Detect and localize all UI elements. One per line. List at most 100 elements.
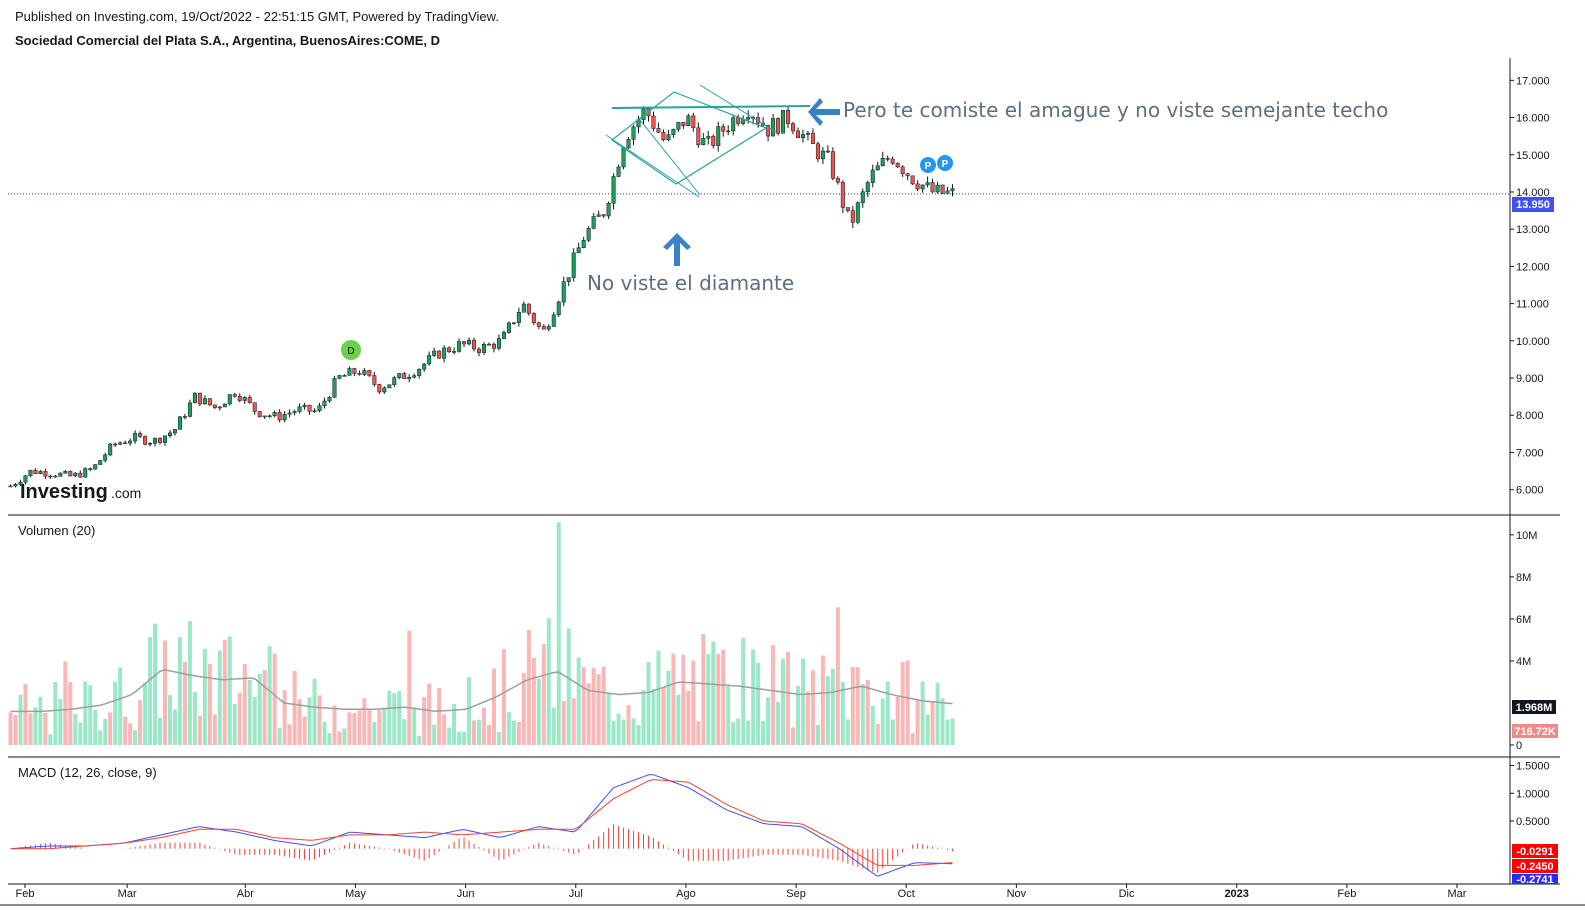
candle-up xyxy=(671,129,676,135)
volume-pane-title: Volumen (20) xyxy=(18,523,95,538)
svg-text:-0.2741: -0.2741 xyxy=(1516,874,1553,886)
volume-bar-down xyxy=(237,692,242,745)
candle-down xyxy=(472,339,477,350)
annotation-diamond: No viste el diamante xyxy=(587,271,794,295)
candle-up xyxy=(571,252,576,278)
candle-down xyxy=(766,125,771,137)
p-marker[interactable]: P xyxy=(937,155,953,171)
volume-bar-down xyxy=(691,660,696,745)
candle-up xyxy=(561,281,566,303)
time-tick-label: Mar xyxy=(118,888,137,900)
volume-bar-down xyxy=(791,727,796,745)
volume-last-tag: 716.72K xyxy=(1512,724,1558,738)
volume-bar-up xyxy=(506,712,511,745)
volume-bar-up xyxy=(467,677,472,745)
macd-axis-ticks: 1.5000 1.0000 0.5000 xyxy=(1510,761,1550,828)
candle-up xyxy=(666,134,671,141)
volume-bar-down xyxy=(23,683,28,745)
volume-bar-down xyxy=(661,687,666,745)
candle-up xyxy=(855,202,860,223)
arrow-up-icon xyxy=(663,233,691,266)
svg-text:716.72K: 716.72K xyxy=(1514,726,1556,738)
candle-up xyxy=(28,469,33,477)
volume-bar-down xyxy=(287,724,292,745)
candle-down xyxy=(477,348,482,353)
signal-line xyxy=(10,779,953,866)
candle-up xyxy=(516,312,521,323)
volume-bar-down xyxy=(347,712,352,745)
dividend-marker[interactable]: D xyxy=(341,340,361,360)
candle-up xyxy=(297,406,302,412)
volume-bar-down xyxy=(437,688,442,745)
candle-up xyxy=(177,416,182,430)
volume-bar-up xyxy=(58,698,63,745)
volume-bar-down xyxy=(13,714,18,745)
candle-down xyxy=(491,343,496,349)
volume-bar-down xyxy=(601,666,606,745)
volume-bar-up xyxy=(452,703,457,745)
candle-down xyxy=(691,115,696,129)
candle-up xyxy=(292,411,297,414)
candle-down xyxy=(681,122,686,126)
volume-bar-up xyxy=(616,713,621,745)
candle-up xyxy=(606,202,611,217)
candle-up xyxy=(935,184,940,193)
volume-bar-up xyxy=(73,713,78,745)
candle-down xyxy=(541,326,546,330)
candle-up xyxy=(726,130,731,133)
svg-text:P: P xyxy=(925,161,932,172)
macd-pane-title: MACD (12, 26, close, 9) xyxy=(18,765,157,780)
candle-up xyxy=(182,416,187,418)
volume-bar-down xyxy=(501,649,506,745)
volume-bar-up xyxy=(756,663,761,745)
volume-bar-up xyxy=(417,735,422,745)
candle-up xyxy=(950,188,955,192)
volume-bar-down xyxy=(207,664,212,745)
candle-down xyxy=(850,210,855,223)
candle-up xyxy=(302,404,307,408)
candle-down xyxy=(910,175,915,185)
volume-bar-up xyxy=(267,646,272,745)
volume-bar-down xyxy=(337,731,342,745)
time-tick-label: May xyxy=(345,888,366,900)
candle-up xyxy=(93,464,98,470)
p-marker[interactable]: P xyxy=(920,157,936,173)
volume-bar-down xyxy=(222,639,227,745)
volume-bar-down xyxy=(900,661,905,745)
svg-text:1.968M: 1.968M xyxy=(1516,702,1553,714)
volume-bar-up xyxy=(546,618,551,745)
candle-down xyxy=(526,303,531,314)
volume-bar-down xyxy=(332,705,337,745)
svg-text:P: P xyxy=(942,159,949,170)
volume-bar-up xyxy=(800,658,805,745)
svg-text:-0.0291: -0.0291 xyxy=(1516,846,1553,858)
volume-bar-down xyxy=(317,695,322,745)
volume-bar-down xyxy=(8,712,13,745)
candle-up xyxy=(18,481,23,485)
candle-down xyxy=(536,322,541,327)
candle-down xyxy=(237,395,242,401)
candle-down xyxy=(123,442,128,445)
volume-bar-up xyxy=(232,703,237,745)
volume-bar-up xyxy=(312,678,317,745)
candle-down xyxy=(890,158,895,164)
volume-bar-down xyxy=(63,661,68,745)
candle-down xyxy=(900,166,905,174)
time-tick-label: Sep xyxy=(786,888,806,900)
candle-up xyxy=(875,165,880,171)
time-tick-label: Jul xyxy=(569,888,583,900)
candle-up xyxy=(317,405,322,411)
volume-bar-down xyxy=(377,710,382,745)
candle-up xyxy=(521,303,526,313)
candle-down xyxy=(158,438,163,443)
volume-bar-down xyxy=(68,681,73,745)
candle-up xyxy=(621,147,626,168)
volume-bar-up xyxy=(118,667,123,745)
candle-up xyxy=(556,301,561,316)
volume-tick-label: 0 xyxy=(1516,740,1522,752)
candle-up xyxy=(860,191,865,203)
candle-up xyxy=(412,375,417,378)
volume-bar-up xyxy=(247,679,252,745)
candle-up xyxy=(342,375,347,377)
